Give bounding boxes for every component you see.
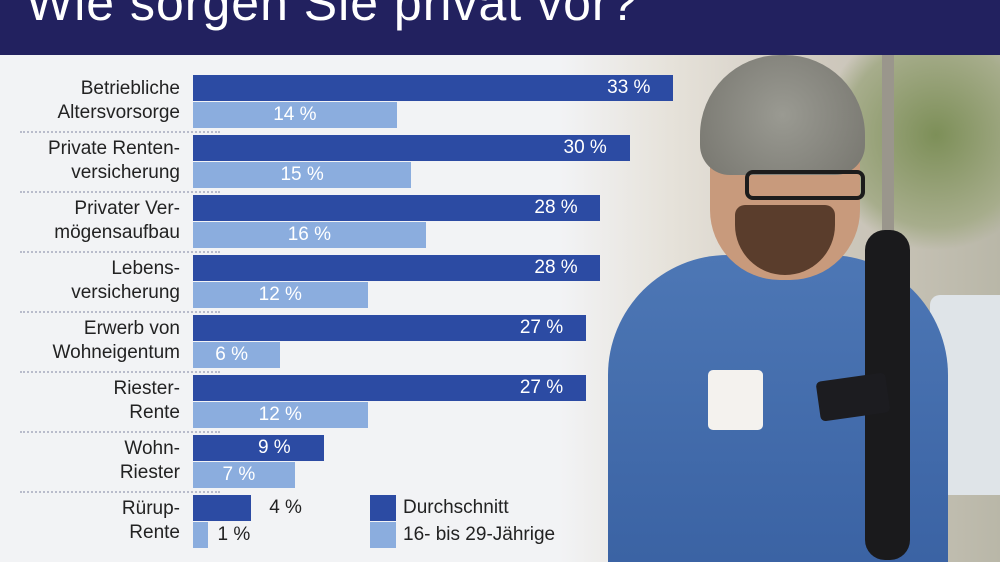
bar-average	[193, 375, 586, 401]
category-label-line: Rürup-	[121, 498, 180, 519]
data-label: 9 %	[257, 437, 291, 458]
category-row: Private Renten-versicherung 30 % 15 %	[0, 135, 700, 195]
row-divider	[20, 191, 220, 193]
category-row: Lebens-versicherung 28 % 12 %	[0, 255, 700, 315]
data-label: 12 %	[258, 404, 302, 425]
bar-young	[193, 222, 426, 248]
data-label: 6 %	[215, 344, 249, 365]
row-divider	[20, 491, 220, 493]
category-label-line: Altersvorsorge	[57, 102, 181, 123]
data-label: 16 %	[287, 224, 332, 245]
row-divider	[20, 371, 220, 373]
category-label: Private Renten-versicherung	[0, 137, 180, 185]
row-divider	[20, 431, 220, 433]
category-row: Erwerb von Wohneigentum 27 % 6 %	[0, 315, 700, 375]
bar-young	[193, 402, 368, 428]
category-label: Erwerb von Wohneigentum	[0, 317, 180, 365]
row-divider	[20, 131, 220, 133]
data-label: 28 %	[534, 257, 578, 278]
legend-label-young: 16- bis 29-Jährige	[403, 524, 556, 545]
category-row: Wohn- Riester 9 % 7 %	[0, 435, 700, 495]
row-divider	[20, 251, 220, 253]
data-label: 4 %	[269, 497, 302, 518]
header: Wie sorgen Sie privat vor?	[0, 0, 1000, 55]
data-label: 28 %	[534, 197, 578, 218]
bar-young	[193, 102, 397, 128]
category-label-line: Rente	[129, 402, 180, 423]
category-row: Riester- Rente 27 % 12 %	[0, 375, 700, 435]
data-label: 1 %	[217, 524, 251, 545]
data-label: 15 %	[280, 164, 324, 185]
category-label: Lebens-versicherung	[0, 257, 180, 305]
category-label: Rürup- Rente	[0, 497, 180, 545]
category-label-line: Erwerb von	[83, 318, 180, 339]
legend-swatch-durchschnitt	[370, 495, 396, 521]
category-label-line: versicherung	[71, 282, 180, 303]
bar-average	[193, 315, 586, 341]
data-label: 27 %	[519, 377, 564, 398]
category-row: Privater Ver-mögensaufbau 28 % 16 %	[0, 195, 700, 255]
bar-young	[193, 522, 208, 548]
data-label: 30 %	[563, 137, 607, 158]
bar-average	[193, 135, 630, 161]
legend-label-durchschnitt: Durchschnitt	[403, 497, 509, 518]
chart-title: Wie sorgen Sie privat vor?	[26, 0, 639, 31]
man-with-phone-photo	[560, 55, 1000, 562]
data-label: 7 %	[222, 464, 256, 485]
bar-young	[193, 462, 295, 488]
category-label-line: Rente	[129, 522, 180, 543]
row-divider	[20, 311, 220, 313]
category-label-line: Lebens-	[111, 258, 180, 279]
legend-swatch-young	[370, 522, 396, 548]
category-label-line: Private Renten-	[47, 138, 180, 159]
category-row: Rürup- Rente 4 % 1 %	[0, 495, 700, 555]
category-label: Riester- Rente	[0, 377, 180, 425]
data-label: 27 %	[519, 317, 564, 338]
bar-average	[193, 75, 674, 101]
category-label: Privater Ver-mögensaufbau	[0, 197, 180, 245]
category-label: Wohn- Riester	[0, 437, 180, 485]
bar-average	[193, 255, 601, 281]
category-label-line: mögensaufbau	[54, 222, 180, 243]
bar-young	[193, 342, 281, 368]
category-label-line: Riester	[119, 462, 180, 483]
bar-young	[193, 282, 368, 308]
data-label: 33 %	[607, 77, 651, 98]
category-label-line: Wohn-	[124, 438, 180, 459]
category-label: Betriebliche Altersvorsorge	[0, 77, 181, 125]
category-label-line: Privater Ver-	[74, 198, 180, 219]
category-label-line: versicherung	[71, 162, 180, 183]
data-label: 12 %	[258, 284, 302, 305]
bar-average	[193, 195, 601, 221]
bar-average	[193, 435, 324, 461]
data-label: 14 %	[273, 104, 317, 125]
category-label-line: Riester-	[113, 378, 180, 399]
bar-average	[193, 495, 252, 521]
category-label-line: Betriebliche	[80, 78, 180, 99]
category-label-line: Wohneigentum	[52, 342, 180, 363]
category-row: Betriebliche Altersvorsorge 33 % 14 %	[0, 75, 700, 135]
bar-young	[193, 162, 412, 188]
